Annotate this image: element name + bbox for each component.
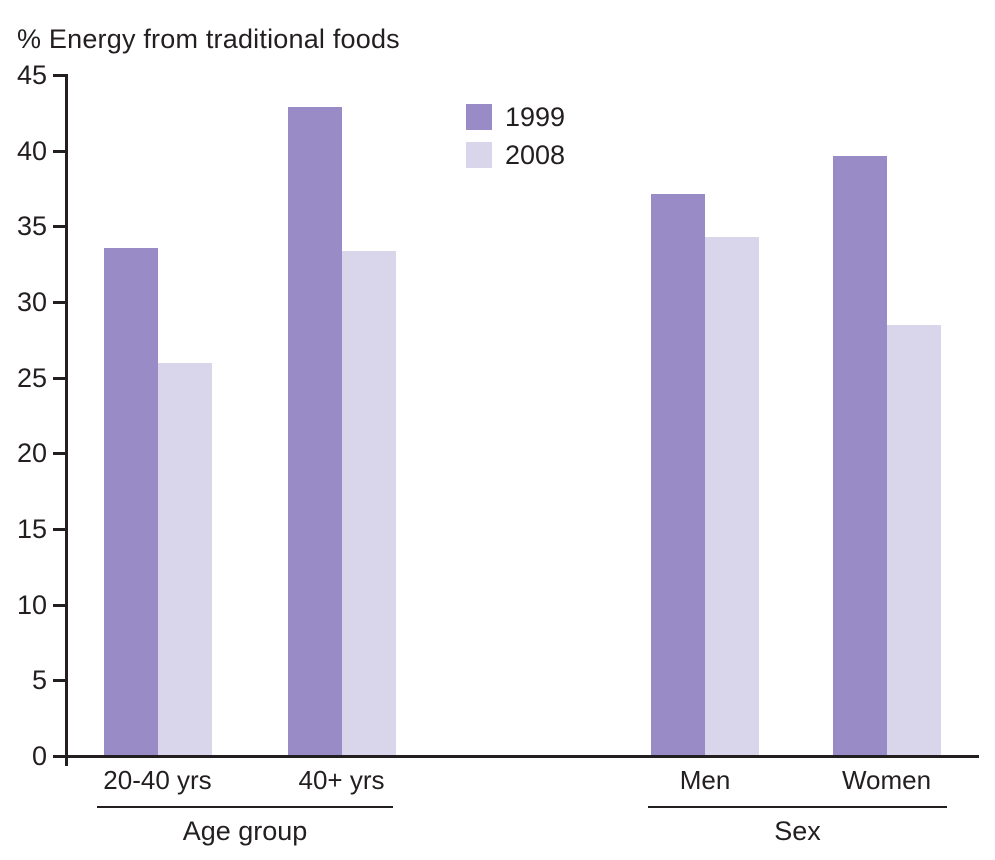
y-tick-label-45: 45 [16,60,47,90]
y-tick-label-5: 5 [31,665,47,696]
y-tick-25 [53,376,65,380]
legend-label-1999: 1999 [505,102,566,132]
y-tick-40 [53,149,65,153]
legend-label-2008: 2008 [505,140,566,170]
legend-swatch-1999 [466,104,492,130]
y-tick-45 [53,74,65,77]
bar-20-40-yrs-1999 [103,248,158,755]
y-tick-30 [53,301,65,304]
group-underline-sex [648,806,947,808]
y-tick-0 [53,755,65,758]
category-label-men: Men [679,765,731,795]
category-label-40+-yrs: 40+ yrs [298,765,385,795]
group-label-sex: Sex [774,816,821,846]
group-label-age-group: Age group [182,816,308,846]
y-tick-label-20: 20 [16,438,47,469]
y-tick-label-0: 0 [31,741,47,771]
bar-men-2008 [705,237,759,755]
legend-swatch-2008 [466,142,492,168]
y-tick-label-40: 40 [16,135,47,166]
y-tick-label-35: 35 [16,211,47,242]
y-tick-label-30: 30 [16,287,47,317]
y-tick-10 [53,603,65,607]
y-tick-label-10: 10 [16,589,47,620]
y-tick-20 [53,452,65,456]
bar-40+-yrs-2008 [341,251,396,755]
bar-40+-yrs-1999 [287,107,342,755]
bar-women-2008 [886,325,941,755]
bar-20-40-yrs-2008 [157,363,212,755]
y-tick-label-15: 15 [16,514,47,544]
bar-men-1999 [651,193,705,755]
y-tick-35 [53,225,65,229]
y-tick-5 [53,679,65,683]
group-underline-age-group [97,806,393,808]
x-axis-line [65,755,979,758]
chart-title: % Energy from traditional foods [17,24,400,54]
y-tick-label-25: 25 [16,362,47,393]
category-label-20-40-yrs: 20-40 yrs [103,765,212,795]
y-axis-line [65,74,68,766]
category-label-women: Women [841,765,932,795]
bar-women-1999 [832,155,887,755]
y-tick-15 [53,528,65,531]
